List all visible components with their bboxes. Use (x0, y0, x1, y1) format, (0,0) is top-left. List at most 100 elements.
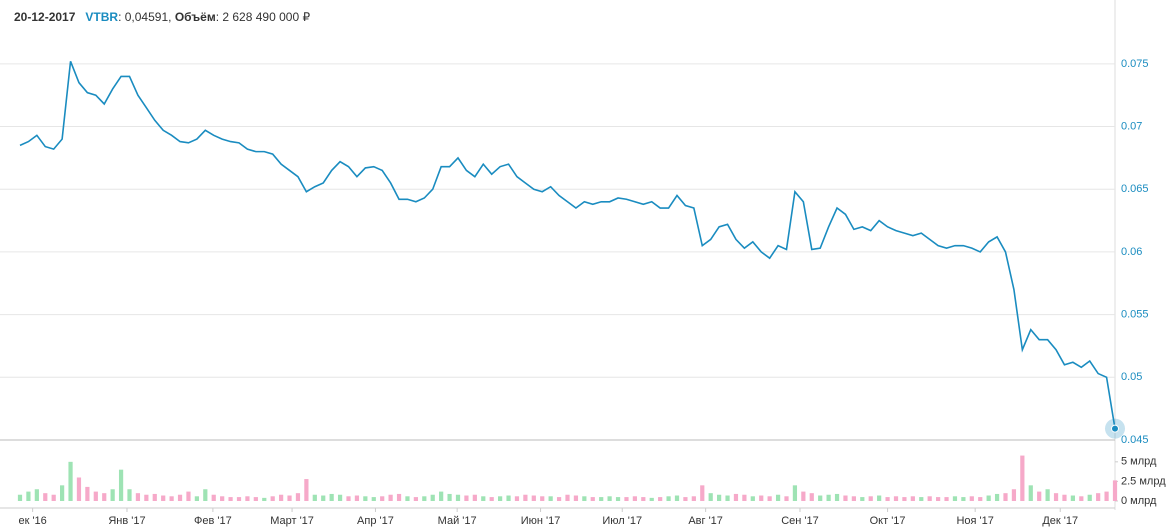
y-tick-label: 0.055 (1121, 309, 1149, 321)
volume-bar (969, 496, 974, 501)
x-tick-label: Март '17 (270, 515, 314, 527)
x-tick-label: Май '17 (438, 515, 477, 527)
volume-bar (666, 496, 671, 501)
volume-bar (396, 493, 402, 501)
volume-bar (177, 494, 183, 501)
volume-bar (632, 496, 637, 501)
volume-bar (1003, 493, 1008, 501)
volume-bar (1028, 485, 1033, 501)
volume-bar (649, 497, 654, 501)
volume-bar (952, 496, 958, 501)
volume-bar (43, 493, 48, 501)
y-tick-label: 0.045 (1121, 434, 1149, 446)
volume-bar (1079, 496, 1084, 501)
y2-tick-label: 2.5 млрд (1121, 475, 1166, 487)
volume-bar (312, 494, 317, 501)
volume-bar (1070, 495, 1075, 501)
x-tick-label: Дек '17 (1042, 515, 1078, 527)
volume-bar (93, 491, 98, 501)
volume-bar (801, 491, 806, 501)
volume-bar (354, 495, 360, 501)
volume-bar (26, 491, 31, 501)
volume-bar (1087, 494, 1092, 501)
volume-bar (994, 493, 1000, 501)
volume-bar (1096, 493, 1101, 501)
volume-bar (590, 497, 595, 501)
volume-bar (725, 495, 730, 501)
volume-bar (860, 497, 865, 501)
volume-bar (413, 497, 418, 501)
volume-bar (455, 494, 461, 501)
volume-bar (270, 496, 275, 501)
volume-bar (683, 497, 688, 501)
volume-bar (34, 489, 39, 501)
volume-bar (76, 477, 82, 501)
x-tick-label: Ноя '17 (956, 515, 993, 527)
volume-bar (615, 497, 621, 501)
volume-bar (658, 497, 663, 501)
volume-bar (792, 485, 798, 501)
volume-bar (405, 496, 410, 501)
volume-bar (868, 496, 873, 501)
volume-bar (236, 497, 242, 501)
volume-bar (691, 496, 696, 501)
y2-tick-label: 0 млрд (1121, 495, 1157, 507)
volume-bar (978, 497, 983, 501)
volume-bar (194, 496, 199, 501)
volume-bar (152, 493, 157, 501)
volume-bar (843, 495, 848, 501)
volume-bar (548, 496, 553, 501)
volume-bar (1011, 489, 1017, 501)
volume-bar (279, 494, 284, 501)
volume-bar (17, 494, 23, 501)
volume-bar (1045, 489, 1050, 501)
volume-bar (936, 497, 941, 501)
volume-bar (1037, 491, 1042, 501)
volume-bar (1053, 493, 1059, 501)
volume-bar (834, 493, 840, 501)
ticker: VTBR (85, 10, 119, 24)
y-tick-label: 0.065 (1121, 183, 1149, 195)
volume-bar (1112, 480, 1118, 501)
volume-bar (556, 497, 562, 501)
y2-tick-label: 5 млрд (1121, 456, 1157, 468)
volume-bar (262, 497, 267, 501)
volume-bar (641, 497, 646, 501)
volume-label: Объём (174, 10, 216, 24)
volume-bar (607, 496, 612, 501)
volume-bar (877, 495, 882, 501)
volume-bar (287, 495, 292, 501)
volume-bar (742, 494, 747, 501)
volume-bar (388, 494, 393, 501)
volume-bar (565, 494, 570, 501)
header: 20-12-2017 VTBR: 0,04591, Объём: 2 628 4… (14, 10, 310, 24)
volume-bar (1104, 491, 1109, 501)
volume-bar (910, 496, 915, 501)
x-tick-label: Сен '17 (781, 515, 819, 527)
volume-bar (809, 493, 814, 501)
volume-bar (447, 493, 452, 501)
volume-bar (986, 495, 991, 501)
y-tick-label: 0.07 (1121, 120, 1142, 132)
x-tick-label: Фев '17 (194, 515, 232, 527)
volume-bar (337, 494, 343, 501)
y-tick-label: 0.075 (1121, 58, 1149, 70)
volume-bar (540, 496, 545, 501)
volume-bar (110, 489, 115, 501)
volume-bar (775, 494, 781, 501)
volume-bar (767, 496, 772, 501)
volume-bar (514, 496, 520, 501)
y-tick-label: 0.05 (1121, 371, 1142, 383)
volume-bar (893, 496, 899, 501)
volume-bar (582, 496, 587, 501)
volume-bar (329, 493, 334, 501)
volume-bar (118, 469, 124, 501)
volume-bar (346, 496, 351, 501)
volume-bar (826, 494, 831, 501)
volume-bar (439, 491, 444, 501)
volume-bar (211, 494, 216, 501)
volume-bar (481, 496, 486, 501)
volume-bar (624, 497, 629, 501)
volume-bar (818, 495, 823, 501)
